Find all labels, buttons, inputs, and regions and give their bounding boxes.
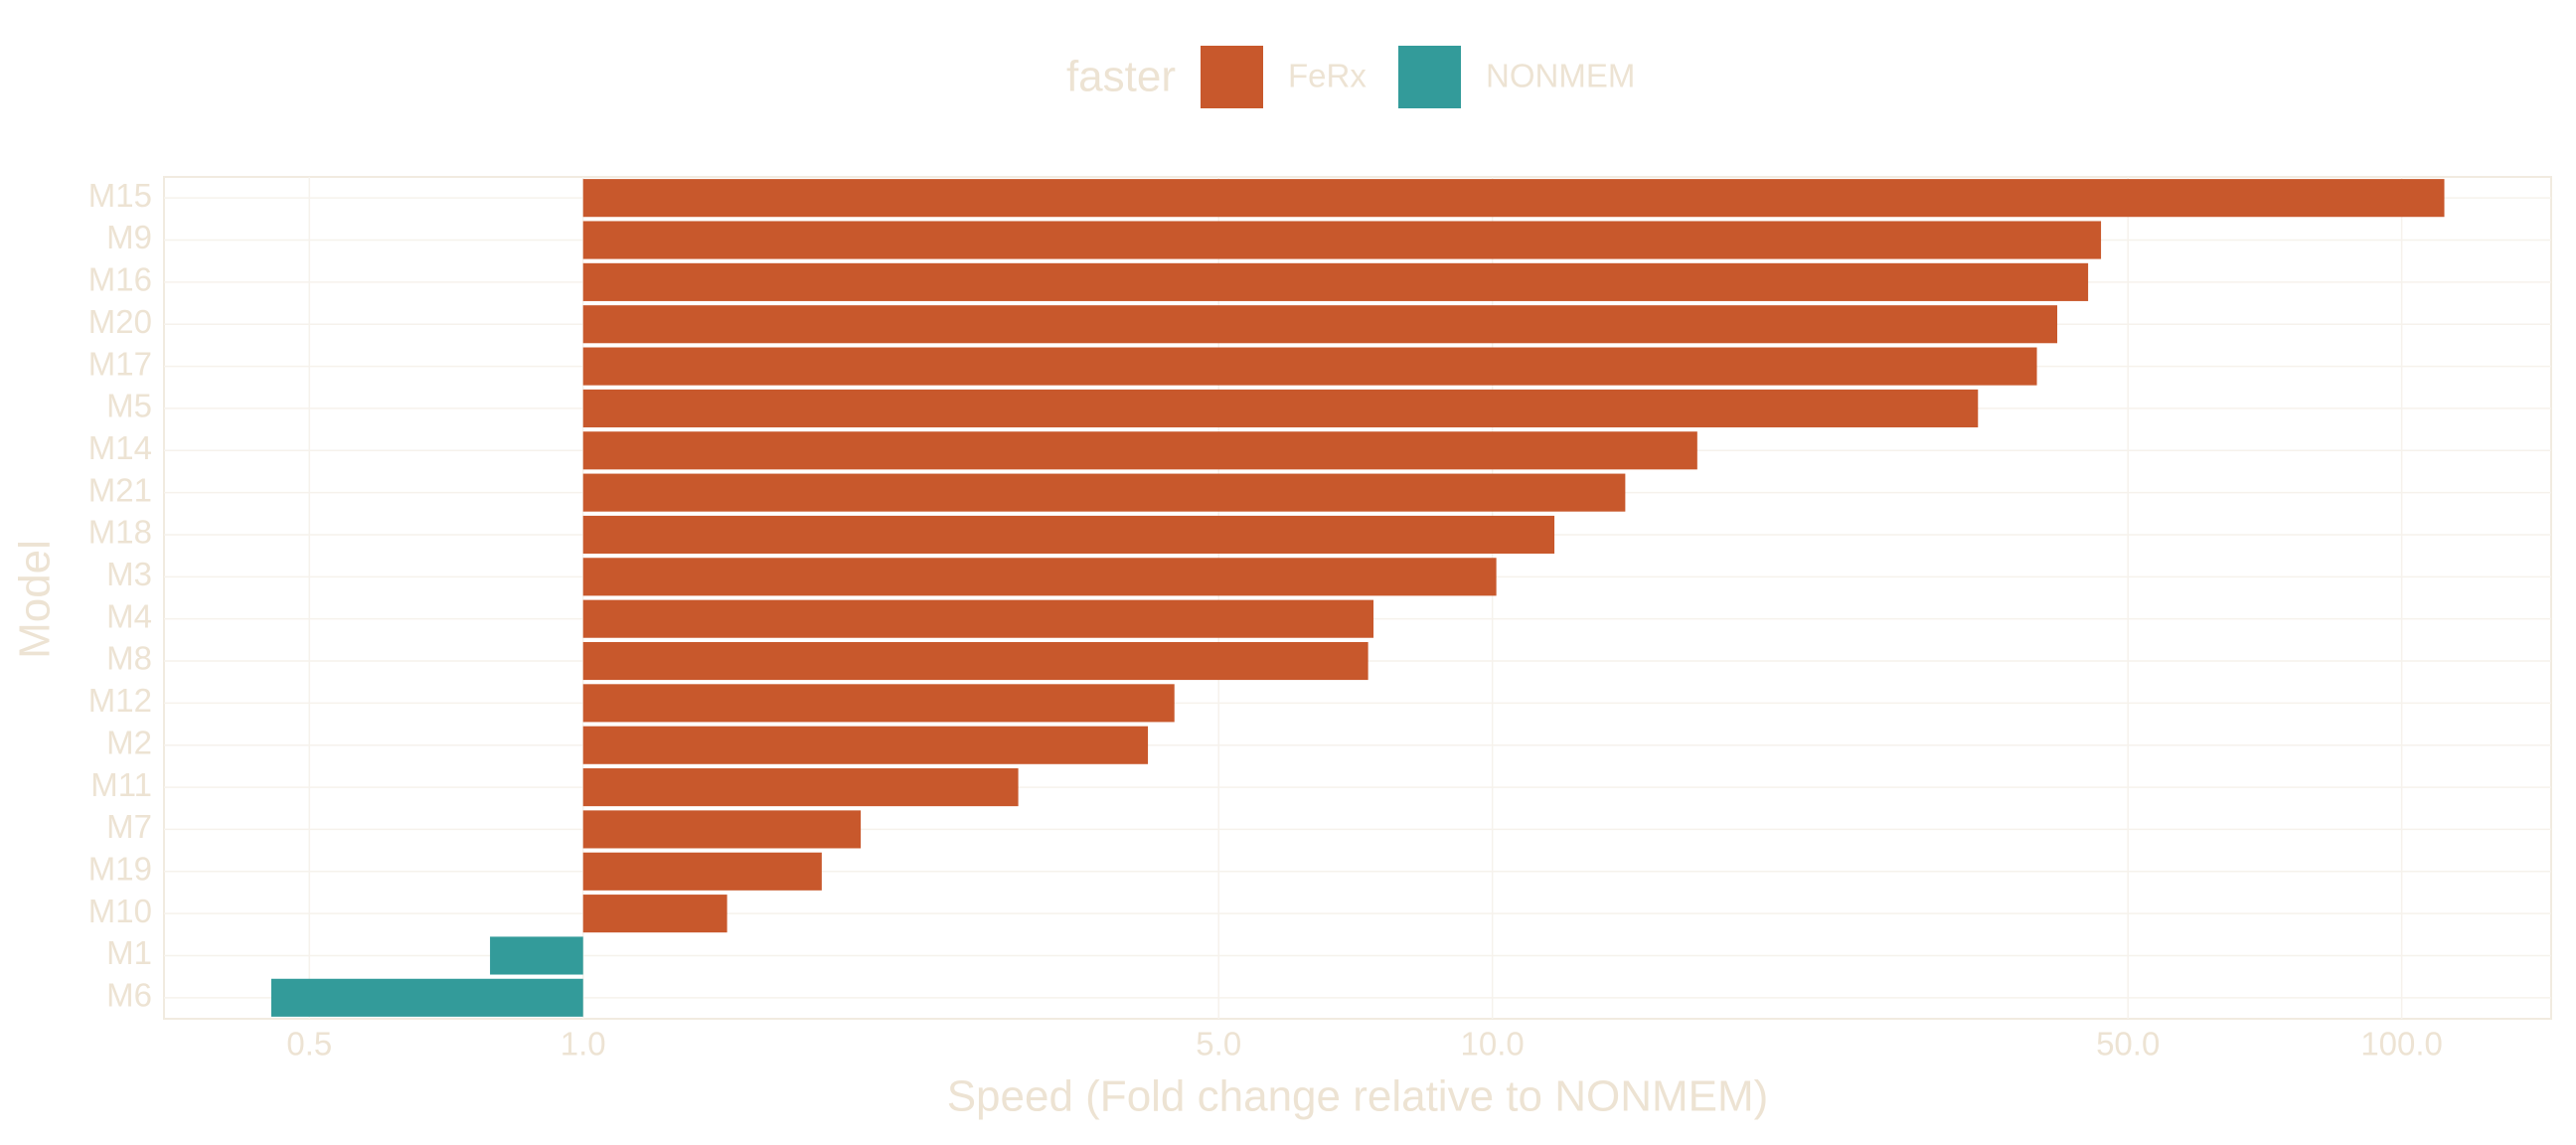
y-tick-label: M11	[90, 766, 152, 803]
bar	[582, 726, 1149, 764]
legend-label: NONMEM	[1486, 58, 1635, 94]
bar	[582, 347, 2037, 386]
x-tick-label: 10.0	[1461, 1026, 1525, 1063]
bar	[270, 978, 583, 1017]
y-tick-label: M12	[88, 682, 152, 719]
y-tick-label: M3	[106, 556, 152, 592]
y-tick-label: M10	[88, 893, 152, 929]
legend-swatch	[1201, 46, 1263, 108]
bar	[582, 641, 1368, 681]
y-tick-label: M6	[106, 977, 152, 1014]
bar	[582, 895, 727, 933]
bar	[582, 852, 822, 891]
bar	[582, 515, 1555, 555]
bar	[582, 305, 2058, 344]
y-tick-label: M16	[88, 261, 152, 298]
legend-swatch	[1398, 46, 1461, 108]
y-tick-label: M21	[88, 471, 152, 508]
bar	[582, 179, 2445, 218]
y-tick-label: M2	[106, 724, 152, 760]
bar	[582, 558, 1497, 596]
bar	[582, 473, 1626, 512]
x-tick-label: 0.5	[286, 1026, 332, 1063]
y-tick-label: M5	[106, 388, 152, 424]
bar	[582, 262, 2089, 301]
legend-label: FeRx	[1288, 58, 1367, 94]
y-tick-label: M9	[106, 219, 152, 255]
y-tick-label: M19	[88, 850, 152, 887]
x-tick-label: 50.0	[2096, 1026, 2160, 1063]
y-tick-label: M8	[106, 640, 152, 677]
y-axis-title: Model	[11, 540, 60, 659]
x-axis-title: Speed (Fold change relative to NONMEM)	[947, 1072, 1769, 1121]
y-tick-label: M17	[88, 345, 152, 382]
y-tick-label: M4	[106, 597, 152, 634]
y-tick-label: M1	[106, 934, 152, 971]
bar	[582, 684, 1175, 723]
bar	[582, 810, 862, 849]
bar	[582, 389, 1979, 427]
bar	[490, 936, 583, 975]
y-tick-label: M20	[88, 303, 152, 340]
y-tick-label: M14	[88, 429, 152, 466]
bar	[582, 599, 1374, 638]
x-tick-label: 1.0	[561, 1026, 606, 1063]
legend-title: faster	[1066, 53, 1176, 101]
panel-border	[163, 176, 2552, 1020]
bar	[582, 221, 2102, 259]
y-tick-label: M18	[88, 514, 152, 551]
x-tick-label: 5.0	[1196, 1026, 1241, 1063]
bar	[582, 768, 1019, 807]
x-tick-label: 100.0	[2360, 1026, 2443, 1063]
y-tick-label: M7	[106, 808, 152, 845]
y-tick-label: M15	[88, 177, 152, 214]
bar	[582, 431, 1697, 470]
